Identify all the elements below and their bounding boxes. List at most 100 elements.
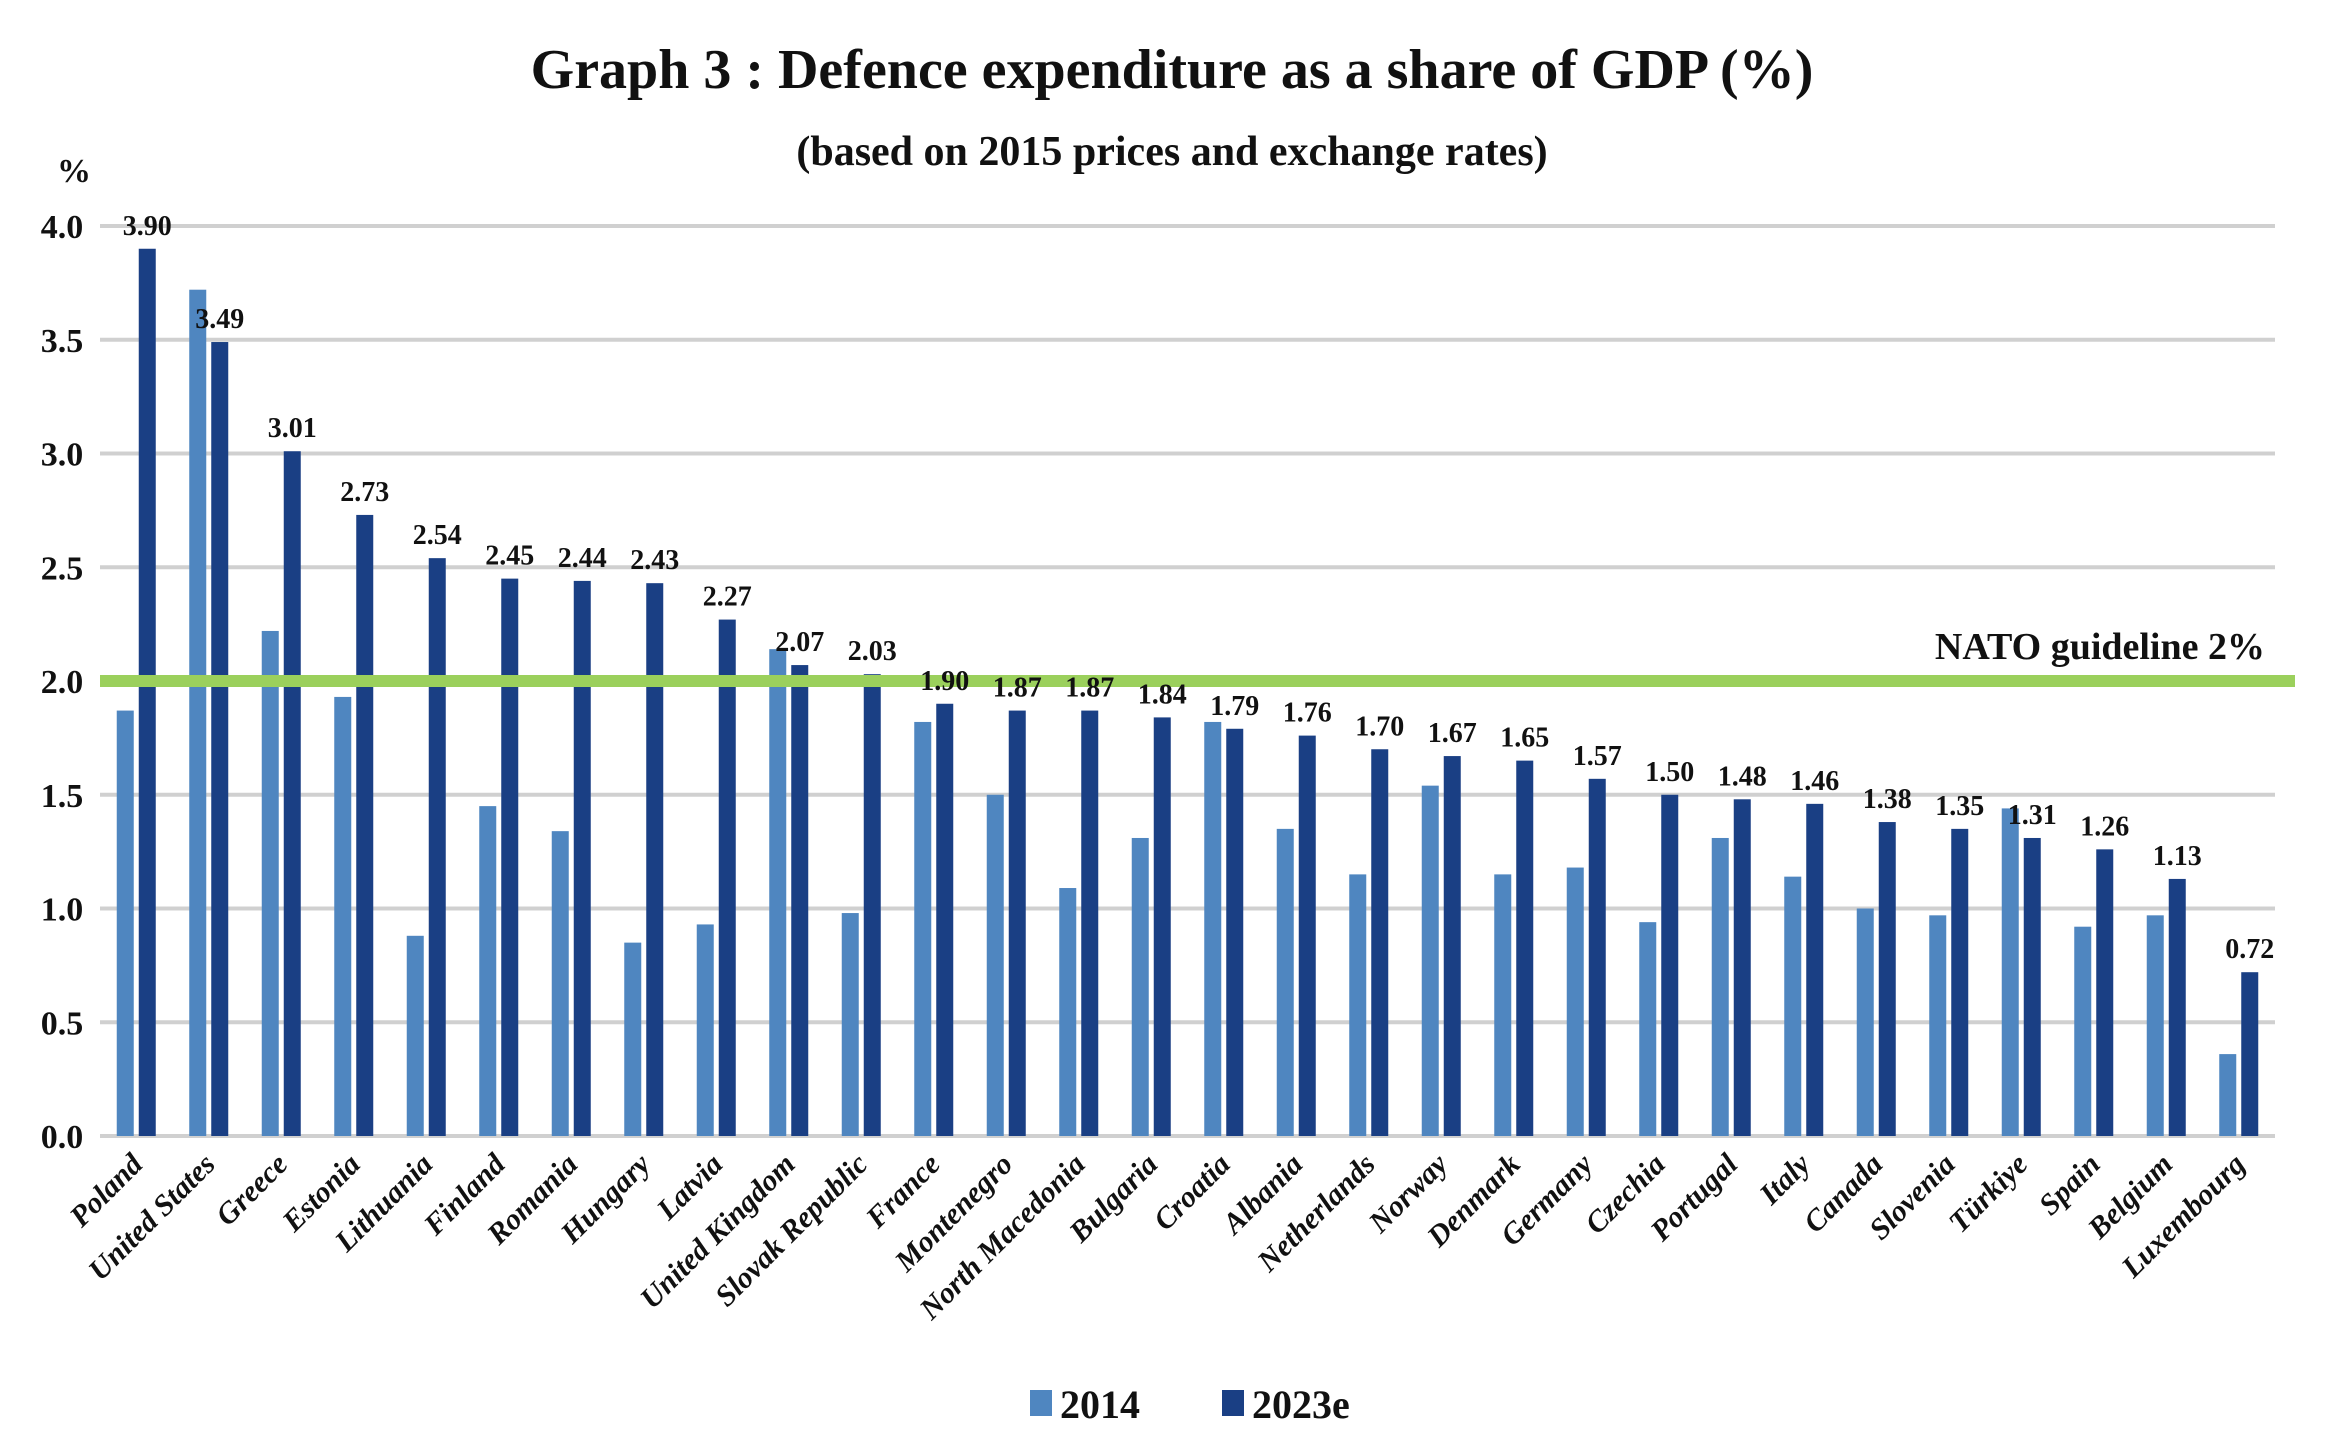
data-label-2023e: 1.79	[1210, 691, 1259, 722]
bar-2023e	[1516, 760, 1534, 1136]
bar-2014	[696, 924, 714, 1136]
y-tick-label: 1.5	[41, 778, 84, 815]
data-label-2023e: 1.67	[1428, 718, 1477, 749]
x-tick-label: United States	[82, 1148, 221, 1287]
data-label-2023e: 1.35	[1935, 791, 1984, 822]
bar-2014	[1494, 874, 1512, 1136]
bar-2014	[2074, 926, 2092, 1136]
bar-2023e	[2168, 878, 2186, 1136]
bar-2023e	[1733, 799, 1751, 1136]
data-label-2023e: 1.31	[2008, 800, 2057, 831]
data-label-2023e: 2.45	[485, 541, 534, 572]
y-tick-label: 2.5	[41, 550, 84, 587]
bar-2014	[2146, 915, 2164, 1136]
bar-2023e	[211, 342, 229, 1136]
data-label-2023e: 0.72	[2225, 934, 2274, 965]
bar-2023e	[573, 580, 591, 1136]
bar-2023e	[718, 619, 736, 1136]
legend-swatch-2023e	[1222, 1390, 1244, 1416]
data-label-2023e: 1.84	[1138, 679, 1187, 710]
legend-label-2023e: 2023e	[1252, 1382, 1350, 1427]
data-label-2023e: 1.87	[1065, 673, 1114, 704]
data-label-2023e: 2.73	[340, 477, 389, 508]
bar-2023e	[2241, 972, 2259, 1136]
bar-2014	[479, 806, 497, 1136]
bar-2014	[2001, 808, 2019, 1136]
bar-2014	[1059, 888, 1077, 1136]
bar-2014	[406, 935, 424, 1136]
bar-2023e	[1951, 828, 1969, 1136]
chart-subtitle: (based on 2015 prices and exchange rates…	[796, 129, 1547, 175]
bar-2014	[1131, 837, 1149, 1136]
bar-2014	[769, 649, 787, 1136]
bar-2014	[1639, 922, 1657, 1136]
y-axis-label: %	[57, 153, 91, 190]
bar-2023e	[1153, 717, 1171, 1136]
bar-2023e	[138, 248, 156, 1136]
legend-swatch-2014	[1030, 1390, 1052, 1416]
bar-2023e	[283, 451, 301, 1137]
bar-2014	[1204, 721, 1222, 1136]
data-label-2023e: 1.65	[1500, 723, 1549, 754]
y-tick-label: 0.5	[41, 1005, 84, 1042]
data-label-2023e: 2.43	[630, 545, 679, 576]
y-axis-ticks: 0.0 0.5 1.0 1.5 2.0 2.5 3.0 3.5 4.0	[41, 209, 84, 1156]
bar-2014	[1421, 785, 1439, 1136]
data-label-2023e: 1.38	[1863, 784, 1912, 815]
bar-2014	[841, 913, 859, 1136]
bar-2014	[1784, 876, 1802, 1136]
bar-2023e	[1878, 822, 1896, 1136]
data-label-2023e: 2.54	[413, 520, 462, 551]
y-tick-label: 1.0	[41, 892, 84, 929]
bar-2014	[551, 831, 569, 1136]
bar-2014	[189, 289, 207, 1136]
data-label-2023e: 2.44	[558, 543, 607, 574]
data-label-2023e: 1.70	[1355, 711, 1404, 742]
bar-2014	[334, 696, 352, 1136]
bar-2023e	[1008, 710, 1026, 1136]
bars	[116, 248, 2259, 1137]
bar-2014	[116, 710, 134, 1136]
data-label-2023e: 1.76	[1283, 698, 1332, 729]
bar-2023e	[1371, 749, 1389, 1136]
data-label-2023e: 2.27	[703, 582, 752, 613]
bar-2023e	[1806, 803, 1824, 1136]
bar-2023e	[2023, 837, 2041, 1136]
bar-2023e	[791, 665, 809, 1136]
bar-2023e	[1081, 710, 1099, 1136]
y-tick-label: 2.0	[41, 664, 84, 701]
bar-2014	[986, 794, 1004, 1136]
bar-2023e	[1443, 756, 1461, 1136]
data-label-2023e: 1.87	[993, 673, 1042, 704]
x-tick-label: Italy	[1753, 1147, 1818, 1212]
bar-2023e	[1588, 778, 1606, 1136]
data-labels: 3.90 3.49 3.01 2.73 2.54 2.45 2.44 2.43 2.27 2.07…	[123, 211, 2275, 965]
data-label-2023e: 2.07	[775, 627, 824, 658]
bar-2023e	[646, 583, 664, 1136]
data-label-2023e: 1.46	[1790, 766, 1839, 797]
bar-2014	[2219, 1054, 2237, 1136]
nato-guideline-label: NATO guideline 2%	[1935, 626, 2265, 668]
chart-title: Graph 3 : Defence expenditure as a share…	[531, 39, 1814, 101]
data-label-2023e: 2.03	[848, 636, 897, 667]
bar-2023e	[1661, 794, 1679, 1136]
data-label-2023e: 3.01	[268, 413, 317, 444]
data-label-2023e: 1.48	[1718, 761, 1767, 792]
y-tick-label: 0.0	[41, 1119, 84, 1156]
legend: 2014 2023e	[1030, 1382, 1350, 1427]
data-label-2023e: 1.90	[920, 666, 969, 697]
bar-2023e	[1226, 728, 1244, 1136]
x-tick-label: Türkiye	[1943, 1148, 2035, 1240]
data-label-2023e: 3.49	[195, 304, 244, 335]
bar-2014	[1856, 908, 1874, 1136]
bar-2014	[1276, 828, 1294, 1136]
bar-2014	[261, 630, 279, 1136]
data-label-2023e: 1.26	[2080, 811, 2129, 842]
bar-2014	[1566, 867, 1584, 1136]
bar-2023e	[936, 703, 954, 1136]
bar-2023e	[863, 674, 881, 1136]
data-label-2023e: 1.50	[1645, 757, 1694, 788]
bar-2014	[1349, 874, 1367, 1136]
